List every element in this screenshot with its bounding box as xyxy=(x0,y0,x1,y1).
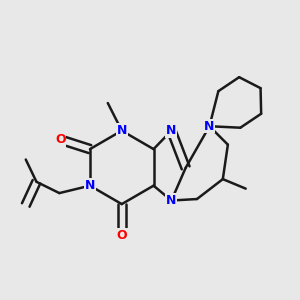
Text: O: O xyxy=(116,229,127,242)
Text: N: N xyxy=(117,124,127,137)
Text: N: N xyxy=(166,124,177,137)
Text: N: N xyxy=(204,120,214,133)
Text: N: N xyxy=(166,194,177,207)
Text: N: N xyxy=(85,179,95,192)
Text: O: O xyxy=(55,133,66,146)
